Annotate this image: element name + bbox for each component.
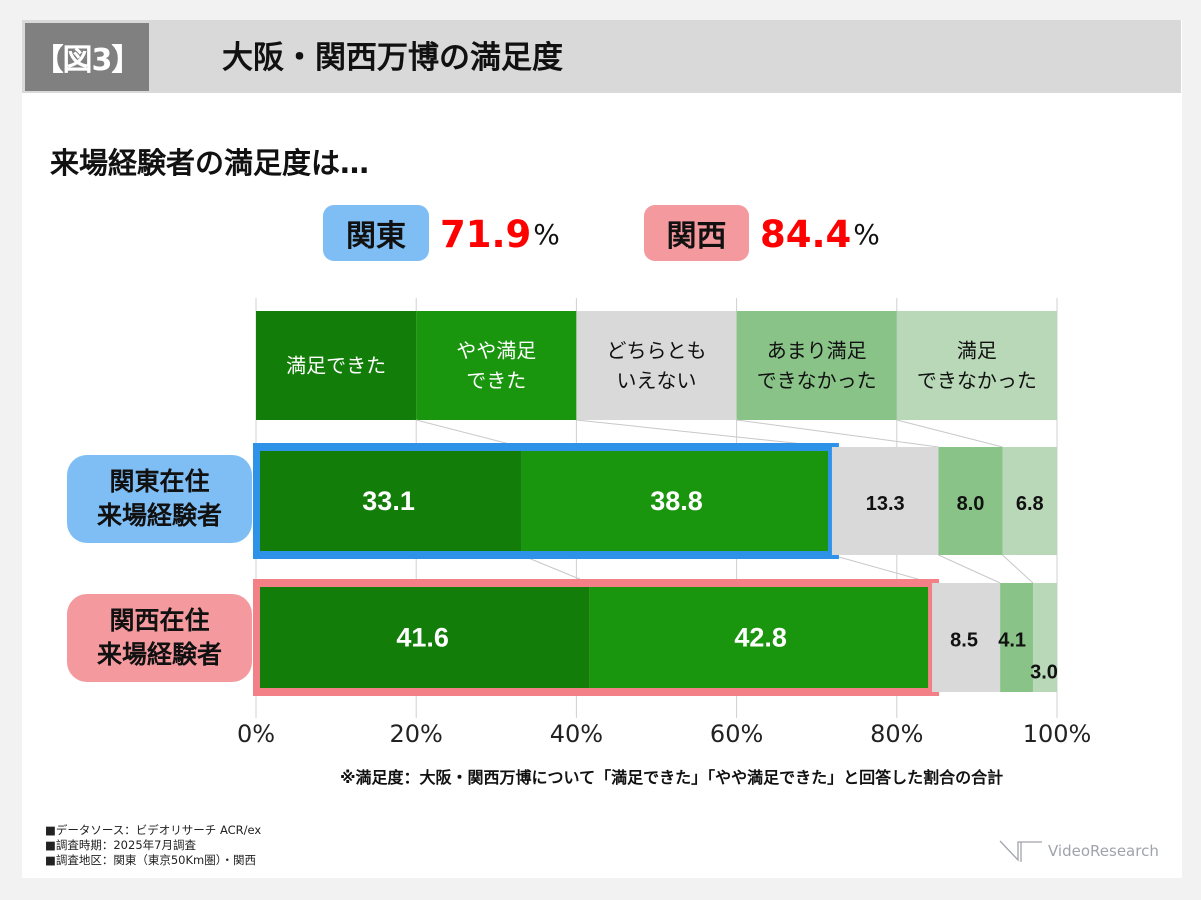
title-bar xyxy=(22,20,1181,93)
data-label: 13.3 xyxy=(866,493,905,515)
bar-segment xyxy=(521,451,828,551)
connector-line xyxy=(938,554,1001,584)
connector-line xyxy=(896,419,1003,448)
data-label: 8.5 xyxy=(950,630,978,652)
footnote: ※満足度：大阪・関西万博について「満足できた」「やや満足できた」と回答した割合の… xyxy=(340,768,1004,787)
legend-label: できなかった xyxy=(917,369,1037,393)
bar-segment xyxy=(1000,583,1033,692)
legend-box xyxy=(576,311,737,420)
page-title: 大阪・関西万博の満足度 xyxy=(222,40,563,76)
row-label-kansai: 関西在住 来場経験者 xyxy=(67,594,252,682)
row-label-line: 来場経験者 xyxy=(96,501,222,530)
data-label: 33.1 xyxy=(362,486,415,516)
legend-label: できなかった xyxy=(757,369,877,393)
legend-label: あまり満足 xyxy=(767,339,867,363)
stacked-bar-chart: 満足できたやや満足できたどちらともいえないあまり満足できなかった満足できなかった… xyxy=(237,298,1092,748)
region-badge-kanto: 関東 xyxy=(323,205,429,261)
connector-line xyxy=(831,554,933,584)
legend-label: どちらとも xyxy=(607,339,707,363)
summary-number: 71.9 xyxy=(440,212,532,256)
source-info: ■データソース：ビデオリサーチ ACR/ex ■調査時期：2025年7月調査 ■… xyxy=(45,823,261,868)
summary-unit: % xyxy=(853,217,880,251)
source-line: ■データソース：ビデオリサーチ ACR/ex xyxy=(45,823,262,837)
x-tick-label: 0% xyxy=(237,720,275,748)
summary-unit: % xyxy=(533,217,560,251)
legend-label: やや満足 xyxy=(456,339,536,363)
summary-number: 84.4 xyxy=(760,212,852,256)
legend-label: いえない xyxy=(617,369,697,393)
data-label: 38.8 xyxy=(650,486,703,516)
data-label: 42.8 xyxy=(734,623,787,653)
logo-mark-icon xyxy=(999,840,1042,862)
data-label: 8.0 xyxy=(957,493,985,515)
legend-label: 満足 xyxy=(957,339,997,363)
bar-segment xyxy=(260,451,522,551)
legend-box xyxy=(416,311,577,420)
company-logo: VideoResearch xyxy=(998,838,1159,864)
connector-line xyxy=(1002,554,1034,584)
x-tick-label: 20% xyxy=(390,720,443,748)
legend-box xyxy=(896,311,1057,420)
connector-line xyxy=(736,419,939,448)
legend-label: 満足できた xyxy=(286,354,386,378)
connector-line xyxy=(576,419,832,448)
logo-text: VideoResearch xyxy=(1048,842,1159,860)
data-label: 41.6 xyxy=(396,623,449,653)
x-tick-label: 60% xyxy=(710,720,763,748)
summary-value-kansai: 84.4% xyxy=(760,206,880,262)
summary-value-kanto: 71.9% xyxy=(440,206,560,262)
bar-segment xyxy=(1002,447,1057,555)
legend-box xyxy=(256,311,417,420)
row-label-line: 来場経験者 xyxy=(96,640,222,669)
data-label: 6.8 xyxy=(1016,493,1044,515)
region-badge-kansai: 関西 xyxy=(644,205,749,261)
x-tick-label: 80% xyxy=(870,720,923,748)
row-label-kanto: 関東在住 来場経験者 xyxy=(67,455,252,543)
bar-segment xyxy=(938,447,1003,555)
x-tick-label: 40% xyxy=(550,720,603,748)
data-label: 3.0 xyxy=(1030,662,1058,684)
bar-segment xyxy=(831,447,939,555)
bar-segment xyxy=(1032,583,1057,692)
subtitle: 来場経験者の満足度は… xyxy=(50,146,370,180)
source-line: ■調査地区：関東（東京50Km圏）・関西 xyxy=(45,853,256,867)
source-line: ■調査時期：2025年7月調査 xyxy=(45,838,196,852)
connector-line xyxy=(520,554,590,584)
legend-label: できた xyxy=(466,369,526,393)
connector-line xyxy=(416,419,522,448)
region-badge-label: 関西 xyxy=(666,219,727,254)
bar-segment xyxy=(260,587,590,688)
row-label-line: 関東在住 xyxy=(109,467,210,496)
bar-segment xyxy=(932,583,1001,692)
bar-segment xyxy=(589,587,929,688)
row-label-line: 関西在住 xyxy=(109,606,210,635)
legend-box xyxy=(736,311,897,420)
figure-label: 【図3】 xyxy=(25,23,149,91)
region-badge-label: 関東 xyxy=(346,219,406,254)
x-tick-label: 100% xyxy=(1023,720,1092,748)
data-label: 4.1 xyxy=(998,630,1026,652)
